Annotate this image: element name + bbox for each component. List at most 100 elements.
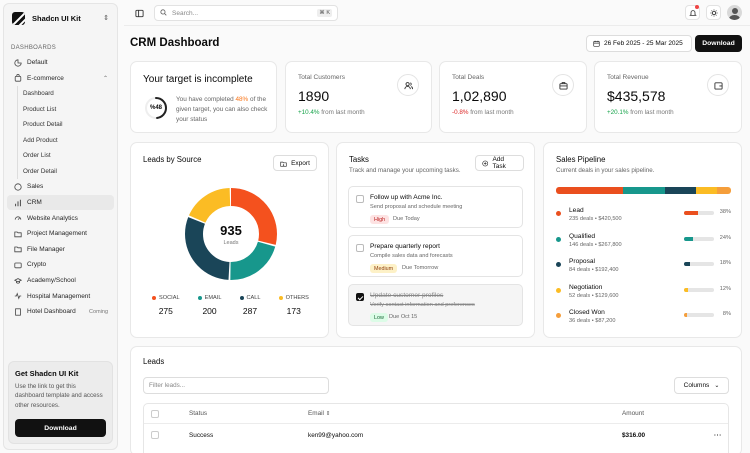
sidebar-item-file-manager[interactable]: File Manager <box>7 242 114 258</box>
sidebar-item-project-management[interactable]: Project Management <box>7 226 114 242</box>
add-task-button[interactable]: Add Task <box>475 155 524 171</box>
stat-card-revenue: Total Revenue $435,578 +20.1% from last … <box>594 61 742 133</box>
download-button[interactable]: Download <box>695 35 742 52</box>
sidebar-item-crm[interactable]: CRM <box>7 194 114 211</box>
task-item[interactable]: Prepare quarterly report Compile sales d… <box>348 235 523 277</box>
promo-text: Use the link to get this dashboard templ… <box>15 383 103 409</box>
card-title: Tasks <box>349 155 369 164</box>
task-checkbox-checked[interactable] <box>356 293 364 301</box>
stage-progress-fill <box>684 211 698 215</box>
search-shortcut: ⌘ K <box>317 9 332 17</box>
stage-detail: 36 deals • $87,200 <box>569 318 616 324</box>
stage-percent: 12% <box>719 285 731 292</box>
target-card: Your target is incomplete %48 You have c… <box>130 61 277 133</box>
header-amount: Amount <box>622 410 645 417</box>
notifications-button[interactable] <box>685 5 700 20</box>
header-status: Status <box>189 410 208 417</box>
search-input[interactable]: Search... ⌘ K <box>154 5 338 21</box>
donut-slice-call <box>185 188 277 280</box>
theme-toggle-button[interactable] <box>706 5 721 20</box>
priority-badge: Medium <box>370 264 398 273</box>
sidebar-item-academy[interactable]: Academy/School <box>7 273 114 289</box>
subnav-item-order-detail[interactable]: Order Detail <box>23 167 57 175</box>
stat-card-deals: Total Deals 1,02,890 -0.8% from last mon… <box>439 61 587 133</box>
subnav-item-dashboard[interactable]: Dashboard <box>23 90 54 98</box>
pipeline-segment-qualified <box>622 187 665 194</box>
card-title: Sales Pipeline <box>556 155 606 164</box>
legend-item-others: OTHERS 173 <box>278 295 309 316</box>
sidebar-item-website-analytics[interactable]: Website Analytics <box>7 210 114 226</box>
stage-progress-track <box>684 287 714 292</box>
date-range-picker[interactable]: 26 Feb 2025 - 25 Mar 2025 <box>586 35 692 52</box>
pipeline-stage: Lead 235 deals • $420,500 38% <box>556 207 731 229</box>
stat-change: +20.1% from last month <box>607 109 674 116</box>
legend-item-email: EMAIL 200 <box>197 295 221 316</box>
leads-by-source-card: Leads by Source Export 935 Leads SOCIAL 2… <box>130 142 329 338</box>
subnav-item-product-list[interactable]: Product List <box>23 105 57 113</box>
sidebar-item-sales[interactable]: Sales <box>7 179 114 195</box>
legend-value: 275 <box>158 306 173 316</box>
header-email[interactable]: Email ⇕ <box>308 410 331 417</box>
task-due: Due Tomorrow <box>402 265 439 271</box>
legend-label: OTHERS <box>285 295 309 301</box>
sidebar-item-default[interactable]: Default <box>7 55 114 71</box>
donut-legend: SOCIAL 275 EMAIL 200 CALL 287 OTHERS 173 <box>143 295 318 316</box>
priority-badge: Low <box>370 313 388 322</box>
plus-circle-icon <box>482 160 489 166</box>
stage-progress-fill <box>684 287 689 292</box>
card-subtitle: Track and manage your upcoming tasks. <box>349 167 461 174</box>
select-all-checkbox[interactable] <box>151 409 159 418</box>
stage-detail: 52 deals • $129,600 <box>569 292 619 299</box>
sidebar-toggle-icon[interactable] <box>132 6 146 20</box>
promo-title: Get Shadcn UI Kit <box>15 369 79 379</box>
task-item[interactable]: Follow up with Acme Inc. Send proposal a… <box>348 186 523 228</box>
sidebar-section-label: DASHBOARDS <box>11 45 57 51</box>
sidebar-item-hospital-management[interactable]: Hospital Management <box>7 288 114 304</box>
task-item[interactable]: Update customer profiles Verify contact … <box>348 284 523 326</box>
sidebar-item-ecommerce[interactable]: E-commerce ⌃ <box>7 71 114 87</box>
stage-dot <box>556 236 561 242</box>
stage-dot <box>556 313 561 318</box>
table-row: Success ken99@yahoo.com $316.00 ··· <box>144 425 728 445</box>
subnav-item-product-detail[interactable]: Product Detail <box>23 121 63 129</box>
brand-switcher[interactable]: Shadcn UI Kit ⇕ <box>4 4 117 32</box>
topbar: Search... ⌘ K <box>124 0 750 26</box>
stage-percent: 24% <box>719 234 731 241</box>
legend-dot <box>278 296 283 300</box>
export-button[interactable]: Export <box>273 155 317 171</box>
cell-email: ken99@yahoo.com <box>308 431 364 439</box>
pipeline-segment-closed-won <box>717 187 731 194</box>
task-title: Prepare quarterly report <box>370 243 441 250</box>
topbar-actions <box>685 5 742 20</box>
stat-change: +10.4% from last month <box>298 109 365 116</box>
row-checkbox[interactable] <box>151 431 159 439</box>
stat-label: Total Customers <box>298 74 345 81</box>
subnav-item-order-list[interactable]: Order List <box>23 152 51 160</box>
sidebar-item-hotel-dashboard[interactable]: Hotel Dashboard Coming <box>7 304 114 320</box>
columns-button[interactable]: Columns ⌄ <box>674 377 729 394</box>
task-checkbox[interactable] <box>356 244 364 252</box>
more-horizontal-icon[interactable]: ··· <box>714 431 722 439</box>
folder-kanban-icon <box>13 229 22 238</box>
user-avatar[interactable] <box>727 5 742 20</box>
stage-progress-fill <box>684 236 693 241</box>
legend-item-call: CALL 287 <box>239 295 261 316</box>
promo-download-button[interactable]: Download <box>15 419 106 437</box>
stage-progress-track <box>684 211 714 215</box>
stage-progress-fill <box>684 313 687 317</box>
wallet-icon <box>707 74 729 96</box>
sidebar-item-crypto[interactable]: Crypto <box>7 257 114 273</box>
task-due: Due Today <box>393 216 420 222</box>
pipeline-stage: Proposal 84 deals • $192,400 18% <box>556 258 731 280</box>
donut-total: 935 <box>220 223 242 238</box>
task-title: Update customer profiles <box>370 292 444 299</box>
legend-value: 200 <box>202 306 217 316</box>
leads-donut-chart <box>185 188 277 280</box>
donut-slice-email <box>185 188 277 280</box>
task-checkbox[interactable] <box>356 195 364 203</box>
stage-percent: 38% <box>719 209 731 215</box>
legend-value: 173 <box>286 306 301 316</box>
subnav-item-add-product[interactable]: Add Product <box>23 136 58 144</box>
filter-leads-input[interactable]: Filter leads... <box>143 377 329 394</box>
target-title: Your target is incomplete <box>143 74 253 85</box>
